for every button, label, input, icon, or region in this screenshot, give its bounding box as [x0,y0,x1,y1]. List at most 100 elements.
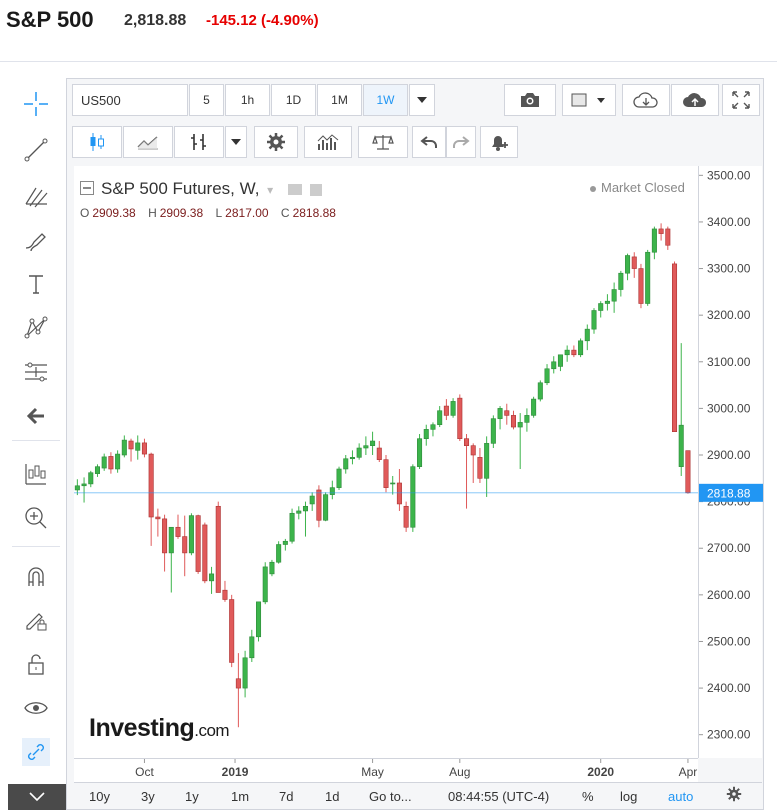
interval-5[interactable]: 5 [189,84,224,116]
candle[interactable] [242,650,248,698]
interval-1h[interactable]: 1h [225,84,270,116]
candle[interactable] [182,515,188,577]
undo-icon[interactable] [412,126,446,158]
candle[interactable] [229,594,235,668]
candle[interactable] [155,508,161,537]
arrow-left-icon[interactable] [8,396,64,436]
candle[interactable] [504,403,510,425]
scale-icon[interactable] [358,126,408,158]
candle[interactable] [329,480,335,500]
brush-icon[interactable] [8,220,64,260]
candle[interactable] [477,448,483,483]
candle[interactable] [665,226,671,250]
candle[interactable] [316,485,322,528]
candle[interactable] [235,653,241,728]
candle[interactable] [672,261,678,433]
fib-icon[interactable] [8,176,64,216]
candle[interactable] [631,252,637,278]
candle[interactable] [282,538,288,551]
candle[interactable] [370,431,376,456]
auto-scale-toggle[interactable]: auto [668,789,694,804]
symbol-search-input[interactable]: US500 [72,84,188,116]
candle[interactable] [256,601,262,642]
candle[interactable] [296,506,302,520]
candle[interactable] [531,396,537,418]
collapse-legend-button[interactable] [80,181,94,195]
alert-icon[interactable] [480,126,518,158]
candle[interactable] [356,443,362,460]
candle[interactable] [108,452,114,474]
candle[interactable] [651,226,657,260]
candle[interactable] [423,424,429,446]
hide-icon[interactable] [8,454,64,494]
candle[interactable] [598,301,604,318]
candle[interactable] [202,522,208,584]
candle[interactable] [685,450,691,494]
candle[interactable] [638,263,644,309]
candle[interactable] [591,308,597,334]
camera-icon[interactable] [504,84,556,116]
chart-plot-area[interactable] [74,166,698,758]
candle[interactable] [464,434,470,509]
color-swatch-icon[interactable] [562,84,616,116]
price-axis[interactable]: 2300.002400.002500.002600.002700.002800.… [698,166,763,758]
magnet-icon[interactable] [8,556,64,596]
series-menu-icon[interactable]: ▾ [267,183,274,197]
candle[interactable] [148,452,154,546]
candle[interactable] [94,464,100,477]
interval-1w[interactable]: 1W [363,84,408,116]
candle[interactable] [81,477,87,503]
candle[interactable] [128,438,134,462]
eye-icon[interactable] [8,688,64,728]
redo-icon[interactable] [446,126,476,158]
candle[interactable] [262,562,268,605]
candle[interactable] [578,338,584,358]
candle[interactable] [417,434,423,469]
candle[interactable] [537,380,543,402]
candle[interactable] [658,223,664,241]
candle[interactable] [289,508,295,544]
candle[interactable] [470,443,476,483]
candle[interactable] [457,394,463,442]
candle[interactable] [195,514,201,574]
candle[interactable] [584,324,590,351]
candle[interactable] [135,435,141,460]
candle[interactable] [309,492,315,511]
candle[interactable] [376,441,382,462]
cloud-download-icon[interactable] [622,84,670,116]
text-icon[interactable] [8,264,64,304]
log-scale-toggle[interactable]: log [620,789,638,804]
unlock-icon[interactable] [8,644,64,684]
range-7d[interactable]: 7d [279,789,294,804]
candle[interactable] [323,492,329,522]
candle[interactable] [564,345,570,362]
candle[interactable] [188,513,194,556]
candle[interactable] [121,435,127,458]
candle[interactable] [336,466,342,490]
candle[interactable] [517,413,523,469]
interval-1m[interactable]: 1M [317,84,362,116]
candle[interactable] [450,398,456,418]
candle[interactable] [141,438,147,458]
candle[interactable] [524,408,530,432]
trend-line-icon[interactable] [8,130,64,170]
candle[interactable] [101,453,107,471]
time-axis[interactable]: Oct 2019 May Aug 2020 Apr [74,758,698,782]
candle[interactable] [249,629,255,662]
go-to-date-button[interactable]: Go to... [369,789,412,804]
lock-drawing-icon[interactable] [8,600,64,640]
indicators-icon[interactable] [123,126,173,158]
interval-1d[interactable]: 1D [271,84,316,116]
candle[interactable] [510,410,516,430]
link-icon[interactable] [8,732,64,772]
candle[interactable] [645,249,651,306]
candle[interactable] [222,580,228,602]
candle[interactable] [88,470,94,488]
candle[interactable] [430,422,436,437]
candle[interactable] [343,455,349,474]
range-1d[interactable]: 1d [325,789,340,804]
range-3y[interactable]: 3y [141,789,155,804]
range-1m[interactable]: 1m [231,789,250,804]
candle[interactable] [678,343,684,476]
candle[interactable] [484,436,490,497]
